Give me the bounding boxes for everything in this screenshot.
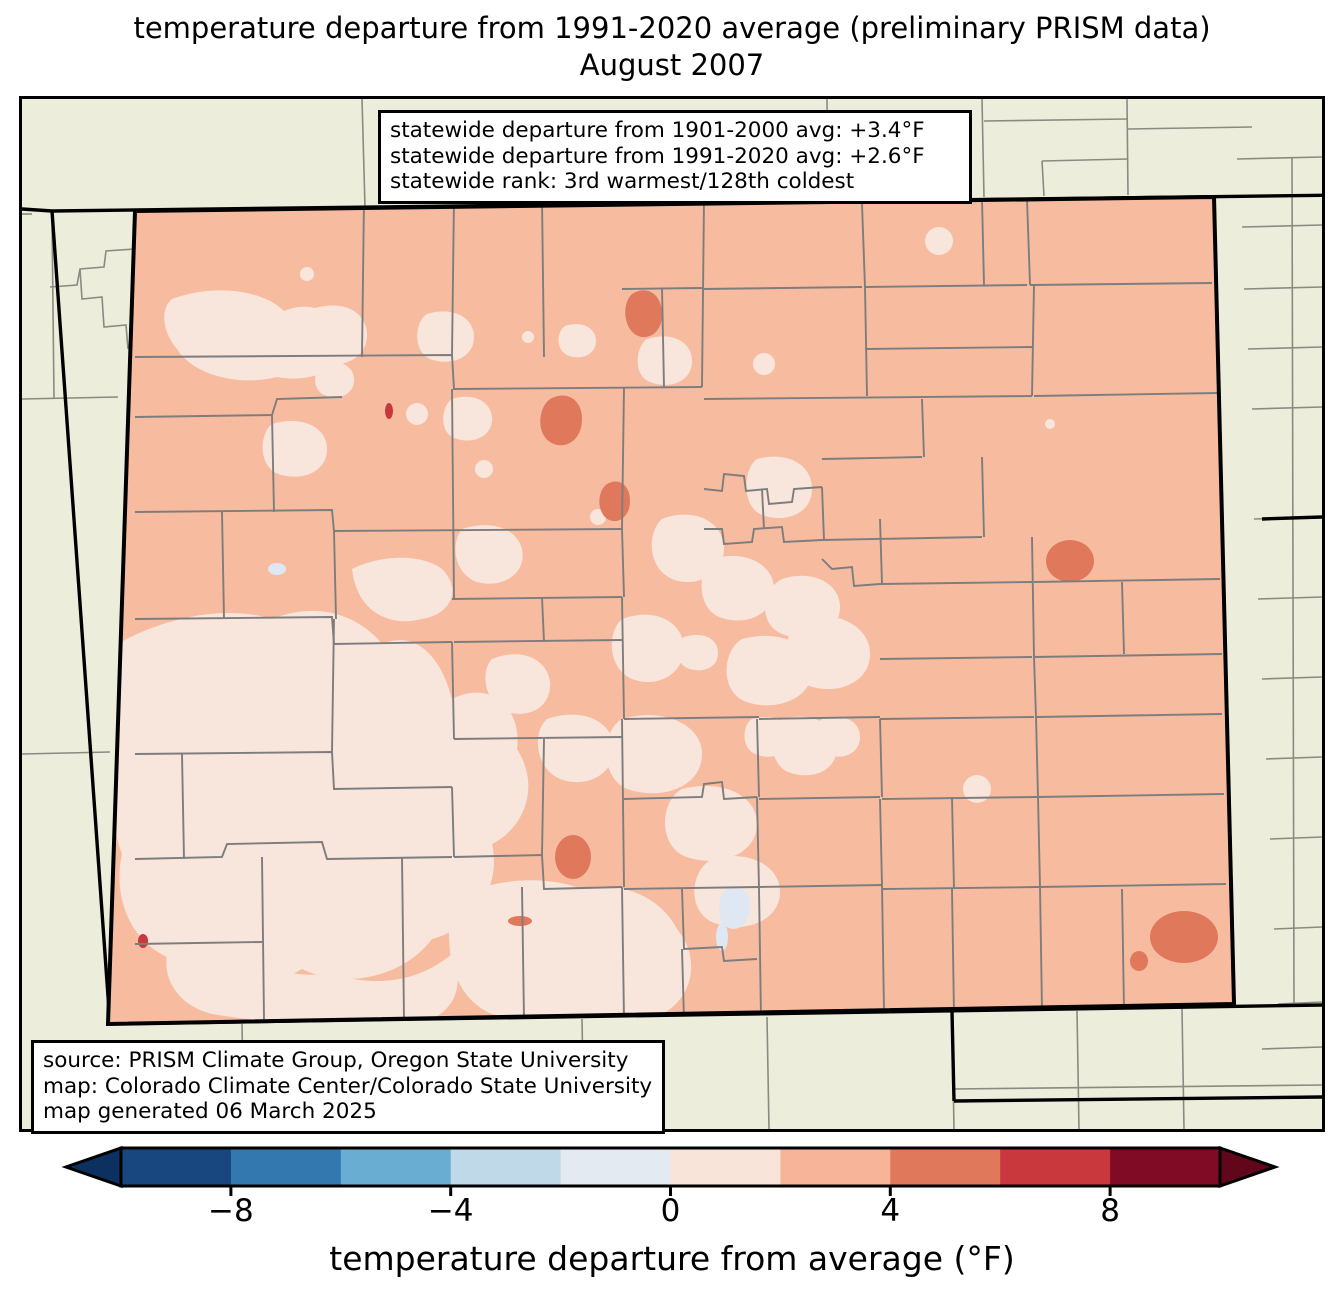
statewide-stats-box: statewide departure from 1901-2000 avg: … bbox=[378, 110, 972, 204]
departure-raster bbox=[108, 197, 1234, 1024]
stats-rank: statewide rank: 3rd warmest/128th coldes… bbox=[390, 169, 855, 194]
colorbar-extend-high bbox=[1218, 1145, 1280, 1189]
colorbar-tick-label-3: 4 bbox=[880, 1193, 901, 1229]
colorado-county-lines bbox=[134, 198, 1227, 1020]
source-line: source: PRISM Climate Group, Oregon Stat… bbox=[43, 1048, 629, 1073]
colorbar-tick-labels: −8 −4 0 4 8 bbox=[0, 1196, 1344, 1240]
colorbar-legend[interactable]: −8 −4 0 4 8 temperature departure from avera… bbox=[0, 1136, 1344, 1299]
colorbar-axis-label: temperature departure from average (°F) bbox=[329, 1239, 1015, 1278]
title-line-2: August 2007 bbox=[579, 48, 765, 82]
hot-spots bbox=[508, 290, 1218, 971]
colorbar-band-0 bbox=[121, 1148, 232, 1186]
colorbar-band-4 bbox=[560, 1148, 672, 1186]
stats-departure-1991-2020: statewide departure from 1991-2020 avg: … bbox=[390, 143, 925, 169]
source-credit-box: source: PRISM Climate Group, Oregon Stat… bbox=[31, 1040, 665, 1134]
colorbar-band-5 bbox=[670, 1148, 781, 1186]
colorbar-band-6 bbox=[780, 1148, 891, 1186]
colorbar-tick-label-0: −8 bbox=[208, 1193, 254, 1229]
map-generated-line: map generated 06 March 2025 bbox=[43, 1099, 377, 1124]
colorbar-tick-label-4: 8 bbox=[1100, 1193, 1120, 1229]
colorbar-band-9 bbox=[1110, 1148, 1221, 1186]
map-credit-line: map: Colorado Climate Center/Colorado St… bbox=[43, 1073, 653, 1099]
colorbar-band-1 bbox=[230, 1148, 342, 1186]
colorbar-band-8 bbox=[1000, 1148, 1111, 1186]
colorbar-band-7 bbox=[890, 1148, 1001, 1186]
colorbar-band-3 bbox=[450, 1148, 562, 1186]
map-panel[interactable] bbox=[19, 96, 1325, 1132]
colorbar-tick-label-2: 0 bbox=[660, 1193, 681, 1229]
cool-spots bbox=[268, 563, 751, 951]
colorbar-extend-low bbox=[61, 1145, 123, 1189]
stats-departure-1901-2000: statewide departure from 1901-2000 avg: … bbox=[390, 118, 925, 143]
figure-title: temperature departure from 1991-2020 ave… bbox=[0, 10, 1344, 84]
colorbar-band-2 bbox=[340, 1148, 452, 1186]
title-line-1: temperature departure from 1991-2020 ave… bbox=[133, 11, 1211, 45]
colorado-departure-map bbox=[22, 99, 1322, 1129]
colorbar-tick-label-1: −4 bbox=[427, 1193, 474, 1229]
colorbar-swatches bbox=[61, 1145, 1280, 1196]
